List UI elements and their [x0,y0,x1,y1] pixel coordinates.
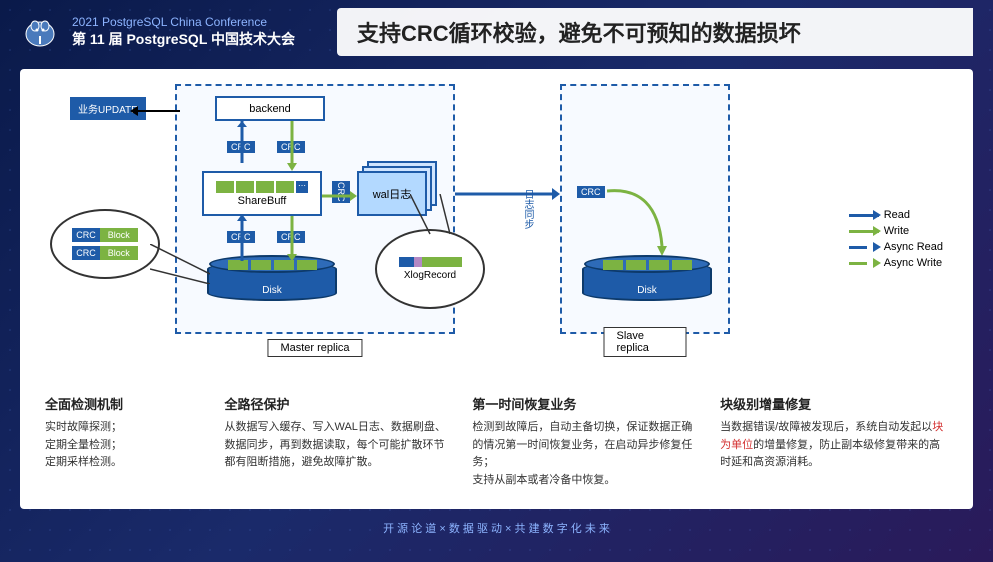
content-area: 业务UPDATE backend CRC CRC ⋯ ShareBuff wal… [20,69,973,509]
disk-master: Disk [207,261,337,311]
block-label: Block [100,246,138,260]
col1-line-highlight: 定期采样检测。 [45,454,204,472]
xlog-label: XlogRecord [404,270,456,281]
col3-body: 检测到故障后，自动主备切换，保证数据正确的情况第一时间恢复业务，在启动异步修复任… [472,419,700,472]
col1-line: 实时故障探测； [45,419,204,437]
footer: 开 源 论 道 × 数 据 驱 动 × 共 建 数 字 化 未 来 [0,514,993,536]
text-columns: 全面检测机制 实时故障探测； 定期全量检测； 定期采样检测。 全路径保护 从数据… [30,394,963,489]
col-recovery: 第一时间恢复业务 检测到故障后，自动主备切换，保证数据正确的情况第一时间恢复业务… [472,394,700,489]
legend-read: Read [884,209,910,221]
legend: Read Write Async Read Async Write [849,209,943,273]
col3-title: 第一时间恢复业务 [472,394,700,413]
col4-p1: 当数据错误/故障被发现后，系统自动发起以 [720,421,932,433]
crc-tag: CRC [277,231,305,243]
slide-title: 支持CRC循环校验，避免不可预知的数据损坏 [337,8,973,56]
slave-label: Slave replica [604,327,687,357]
conference-year: 2021 PostgreSQL China Conference [72,15,295,29]
col-protection: 全路径保护 从数据写入缓存、写入WAL日志、数据刷盘、数据同步，再到数据读取，每… [224,394,452,489]
col4-title: 块级别增量修复 [720,394,948,413]
conference-title: 第 11 届 PostgreSQL 中国技术大会 [72,29,295,49]
header: 2021 PostgreSQL China Conference 第 11 届 … [0,0,993,64]
sync-label: 日志同步 [520,189,535,229]
col4-p3: 的增量修复，防止副本级修复带来的高时延和高资源消耗。 [720,439,940,469]
xlog-detail: XlogRecord [375,229,485,309]
block-label: Block [100,228,138,242]
col-block-repair: 块级别增量修复 当数据错误/故障被发现后，系统自动发起以块为单位的增量修复，防止… [720,394,948,489]
col4-body: 当数据错误/故障被发现后，系统自动发起以块为单位的增量修复，防止副本级修复带来的… [720,419,948,472]
master-label: Master replica [267,339,362,357]
crc-tag: CRC [227,231,255,243]
elephant-logo-icon [20,12,60,52]
legend-write: Write [884,225,909,237]
disk-slave: Disk [582,261,712,311]
sync-arrow-icon [455,184,560,204]
crc-label: CRC [72,228,100,242]
col2-title: 全路径保护 [224,394,452,413]
col2-body: 从数据写入缓存、写入WAL日志、数据刷盘、数据同步，再到数据读取，每个可能扩散环… [224,419,452,472]
legend-arrow-icon [849,230,879,233]
update-node: 业务UPDATE [70,97,146,120]
backend-node: backend [215,96,325,121]
curve-arrow-icon [607,186,677,261]
crc-tag: CRC [227,141,255,153]
sharebuff-node: ⋯ ShareBuff [202,171,322,216]
col3-body2: 支持从副本或者冷备中恢复。 [472,472,700,490]
col-detection: 全面检测机制 实时故障探测； 定期全量检测； 定期采样检测。 [45,394,204,489]
wal-node: wal日志 [357,171,427,216]
block-detail: CRC Block CRC Block [50,209,160,279]
disk-label: Disk [584,285,710,296]
legend-async-write: Async Write [884,257,942,269]
legend-arrow-icon [849,262,879,265]
legend-async-read: Async Read [884,241,943,253]
disk-label: Disk [209,285,335,296]
crc-tag: CRC [577,186,605,198]
legend-arrow-icon [849,214,879,217]
crc-tag: CRC [277,141,305,153]
legend-arrow-icon [849,246,879,249]
diagram: 业务UPDATE backend CRC CRC ⋯ ShareBuff wal… [30,79,963,359]
crc-tag: CRC [332,181,350,203]
crc-label: CRC [72,246,100,260]
slave-replica-box: CRC Disk Slave replica [560,84,730,334]
sharebuff-label: ShareBuff [238,195,287,207]
col1-line: 定期全量检测； [45,437,204,455]
col1-title: 全面检测机制 [45,394,204,413]
